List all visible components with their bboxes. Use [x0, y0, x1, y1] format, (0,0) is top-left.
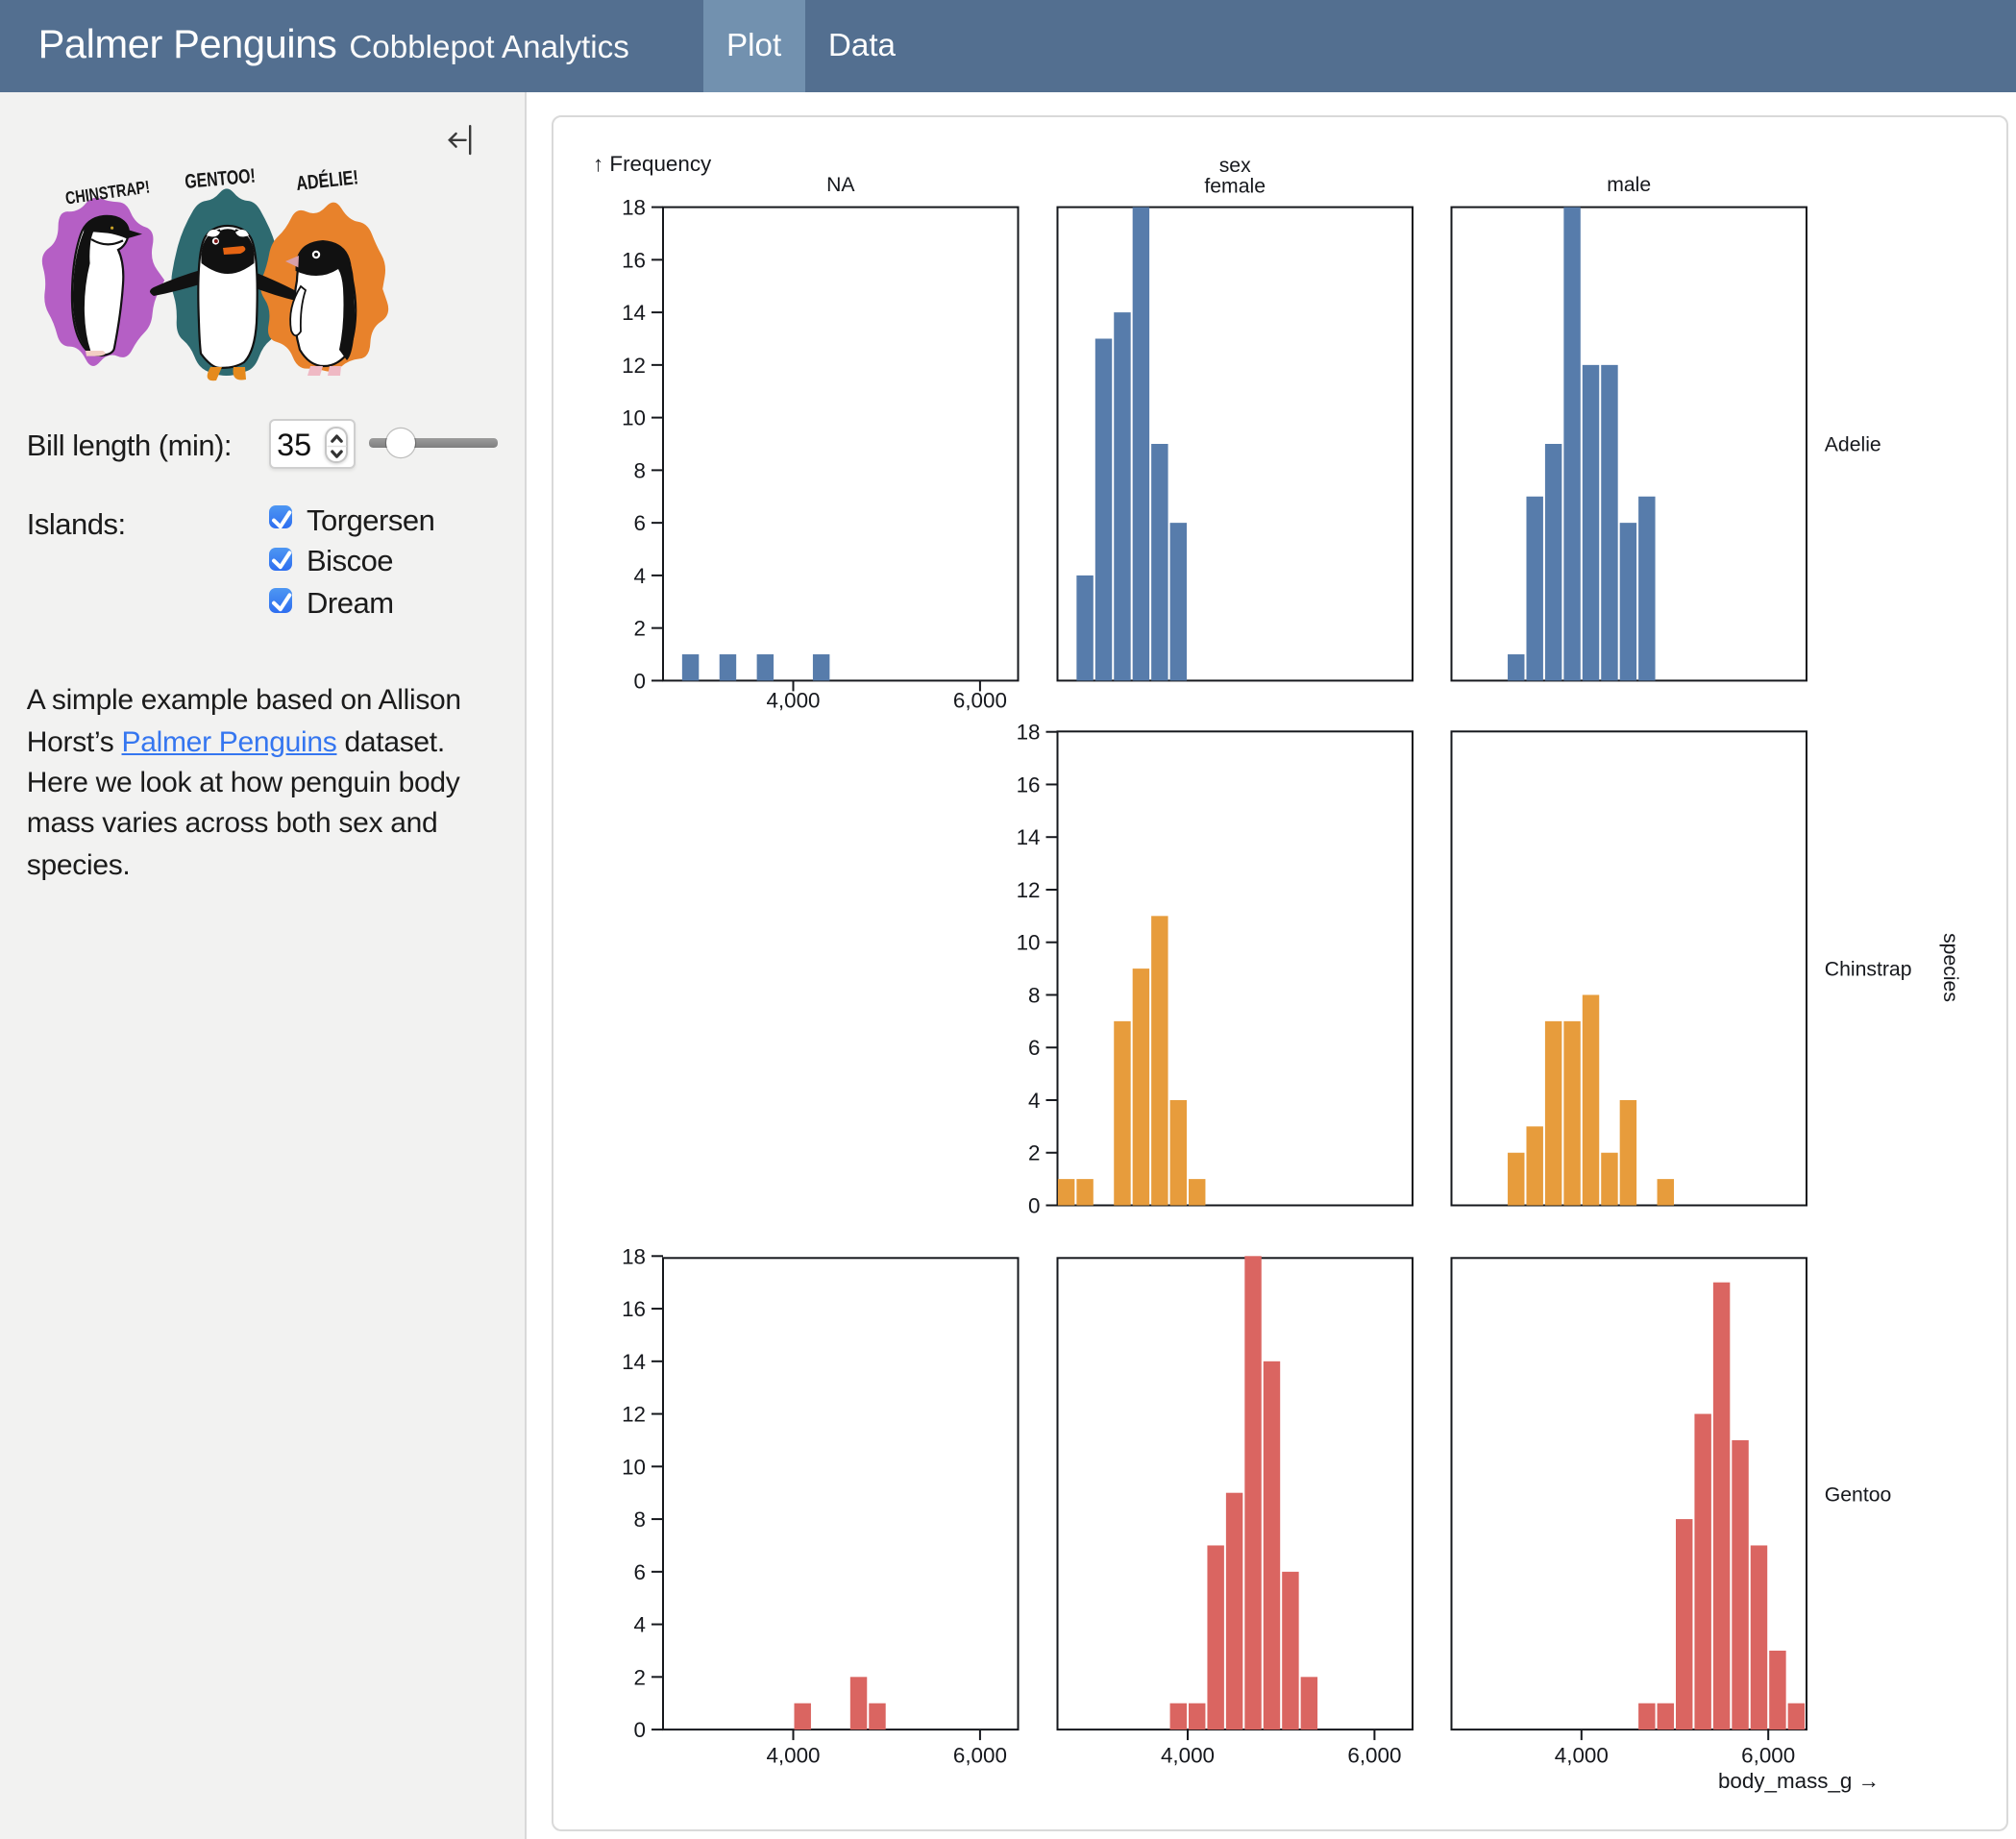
- svg-text:GENTOO!: GENTOO!: [184, 164, 256, 193]
- svg-text:10: 10: [1017, 931, 1041, 955]
- svg-text:12: 12: [622, 1403, 646, 1427]
- svg-text:14: 14: [622, 301, 646, 325]
- svg-text:4,000: 4,000: [766, 1744, 820, 1768]
- svg-text:Adelie: Adelie: [1825, 434, 1881, 456]
- svg-text:2: 2: [634, 1665, 646, 1689]
- svg-text:12: 12: [1017, 878, 1041, 902]
- svg-text:male: male: [1607, 174, 1651, 196]
- svg-text:6: 6: [634, 511, 646, 535]
- svg-text:16: 16: [1017, 772, 1041, 797]
- svg-text:4: 4: [634, 564, 646, 588]
- svg-text:4,000: 4,000: [766, 689, 820, 713]
- svg-text:0: 0: [634, 669, 646, 693]
- svg-text:6,000: 6,000: [953, 689, 1007, 713]
- svg-text:6,000: 6,000: [1741, 1744, 1795, 1768]
- svg-text:4,000: 4,000: [1555, 1744, 1609, 1768]
- svg-text:2: 2: [1028, 1141, 1040, 1165]
- svg-text:Chinstrap: Chinstrap: [1825, 959, 1912, 981]
- svg-text:6,000: 6,000: [953, 1744, 1007, 1768]
- svg-text:18: 18: [1017, 721, 1041, 745]
- svg-text:species: species: [1939, 933, 1961, 1002]
- svg-text:16: 16: [622, 1297, 646, 1321]
- svg-text:sex: sex: [1219, 155, 1251, 177]
- svg-text:4,000: 4,000: [1161, 1744, 1215, 1768]
- svg-text:8: 8: [634, 1508, 646, 1532]
- svg-text:18: 18: [622, 1244, 646, 1268]
- svg-text:NA: NA: [826, 174, 855, 196]
- svg-text:8: 8: [1028, 983, 1040, 1007]
- svg-text:18: 18: [622, 196, 646, 220]
- svg-text:16: 16: [622, 248, 646, 272]
- svg-text:12: 12: [622, 354, 646, 378]
- svg-text:body_mass_g →: body_mass_g →: [1718, 1769, 1880, 1793]
- svg-text:↑ Frequency: ↑ Frequency: [593, 152, 712, 176]
- svg-text:4: 4: [634, 1613, 646, 1637]
- svg-text:14: 14: [1017, 825, 1041, 849]
- svg-text:14: 14: [622, 1350, 646, 1374]
- svg-text:6: 6: [1028, 1036, 1040, 1060]
- svg-text:female: female: [1204, 175, 1266, 197]
- svg-text:Gentoo: Gentoo: [1825, 1483, 1892, 1506]
- svg-text:10: 10: [622, 1455, 646, 1479]
- svg-text:6,000: 6,000: [1347, 1744, 1401, 1768]
- svg-text:4: 4: [1028, 1089, 1040, 1113]
- svg-text:ADÉLIE!: ADÉLIE!: [295, 165, 359, 194]
- svg-text:2: 2: [634, 617, 646, 641]
- svg-text:6: 6: [634, 1560, 646, 1584]
- svg-text:10: 10: [622, 406, 646, 430]
- svg-text:8: 8: [634, 458, 646, 482]
- svg-text:0: 0: [634, 1718, 646, 1742]
- svg-text:0: 0: [1028, 1194, 1040, 1218]
